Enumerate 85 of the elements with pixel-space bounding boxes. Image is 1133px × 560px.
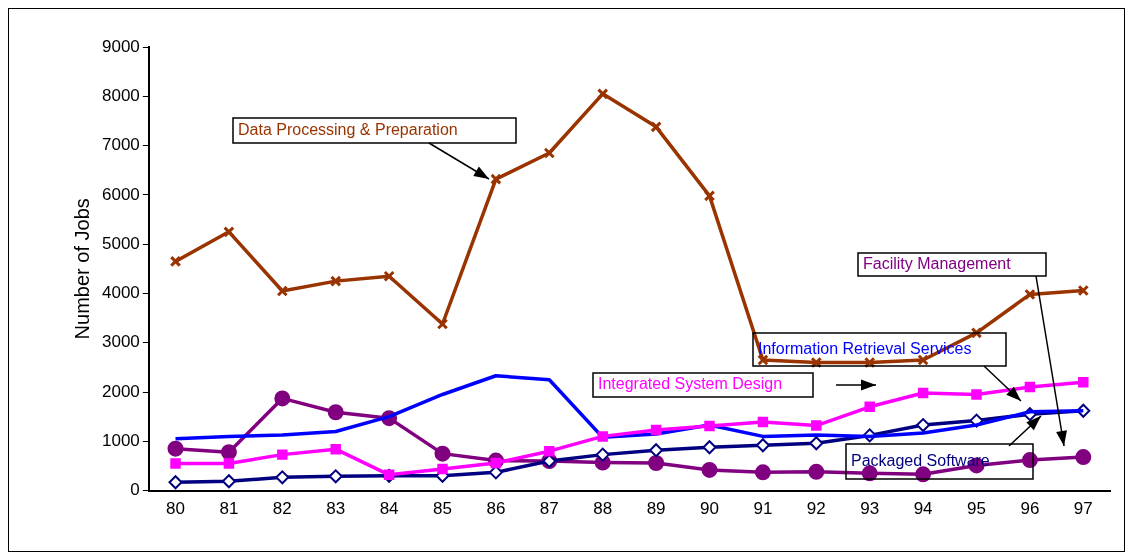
point: [328, 469, 343, 484]
point: [223, 226, 235, 238]
y-tick-label: 0: [130, 480, 140, 500]
x-tick-label: 96: [1020, 499, 1040, 519]
point: [544, 445, 555, 457]
x-tick-label: 91: [753, 499, 773, 519]
point: [1024, 381, 1036, 393]
point: [490, 173, 502, 185]
y-tick-label: 7000: [101, 135, 140, 155]
point: [437, 463, 448, 475]
point: [808, 463, 825, 480]
point: [274, 390, 291, 407]
point: [917, 354, 929, 366]
point: [1075, 449, 1092, 466]
point: [327, 404, 344, 421]
x-tick-label: 85: [433, 499, 452, 519]
y-axis-title: Number of Jobs: [70, 198, 93, 340]
series-label: Integrated System Design: [598, 375, 783, 393]
text: Facility Management: [863, 254, 1012, 272]
point: [971, 389, 982, 400]
point: [755, 438, 770, 453]
point: [916, 418, 931, 433]
y-tick-label: 3000: [101, 332, 140, 352]
x-tick-label: 95: [967, 499, 986, 519]
x-tick-label: 97: [1073, 499, 1093, 519]
point: [757, 416, 769, 428]
point: [221, 474, 236, 489]
y-tick-label: 5000: [101, 233, 140, 253]
x-tick-label: 94: [913, 499, 933, 519]
x-tick-label: 86: [486, 499, 506, 519]
y-tick-label: 8000: [101, 85, 140, 105]
point: [1024, 288, 1036, 301]
point: [329, 275, 342, 287]
point: [702, 440, 717, 455]
point: [436, 318, 449, 330]
x-tick-label: 80: [166, 499, 185, 519]
y-tick-label: 6000: [101, 184, 140, 204]
y-tick-label: 2000: [101, 381, 140, 401]
x-tick-label: 83: [326, 499, 346, 519]
point: [330, 443, 341, 455]
point: [649, 443, 664, 458]
series-label: Packaged Software: [851, 451, 990, 469]
point: [703, 190, 716, 202]
point: [757, 354, 769, 366]
x-tick-label: 92: [806, 499, 826, 519]
x-tick-label: 82: [272, 499, 292, 519]
x-tick-label: 93: [860, 499, 880, 519]
x-tick-label: 87: [539, 499, 559, 519]
point: [434, 445, 451, 462]
point: [597, 431, 608, 442]
point: [170, 458, 181, 469]
point: [809, 436, 824, 451]
point: [220, 444, 237, 461]
text: Data Processing & Preparation: [238, 120, 458, 138]
y-tick-label: 4000: [101, 283, 140, 303]
point: [168, 475, 183, 490]
point: [917, 387, 929, 399]
point: [276, 285, 289, 297]
point: [223, 458, 235, 469]
point: [1078, 376, 1089, 388]
point: [167, 440, 184, 457]
point: [864, 401, 875, 413]
x-tick-label: 89: [646, 499, 666, 519]
point: [1077, 284, 1090, 297]
point: [650, 424, 662, 436]
point: [490, 457, 502, 469]
point: [596, 88, 609, 100]
point: [704, 420, 715, 432]
y-tick-label: 1000: [101, 431, 140, 450]
point: [648, 455, 665, 471]
x-tick-label: 81: [219, 499, 239, 519]
point: [811, 420, 822, 431]
point: [754, 464, 771, 481]
point: [543, 147, 556, 159]
point: [701, 461, 718, 478]
point: [275, 470, 290, 485]
x-tick-label: 90: [700, 499, 719, 519]
x-tick-label: 88: [593, 499, 613, 519]
x-tick-label: 84: [379, 499, 399, 519]
point: [595, 447, 610, 462]
point: [277, 449, 288, 460]
point: [383, 270, 395, 282]
point: [650, 121, 662, 133]
y-tick-label: 9000: [101, 36, 140, 56]
point: [169, 255, 182, 268]
